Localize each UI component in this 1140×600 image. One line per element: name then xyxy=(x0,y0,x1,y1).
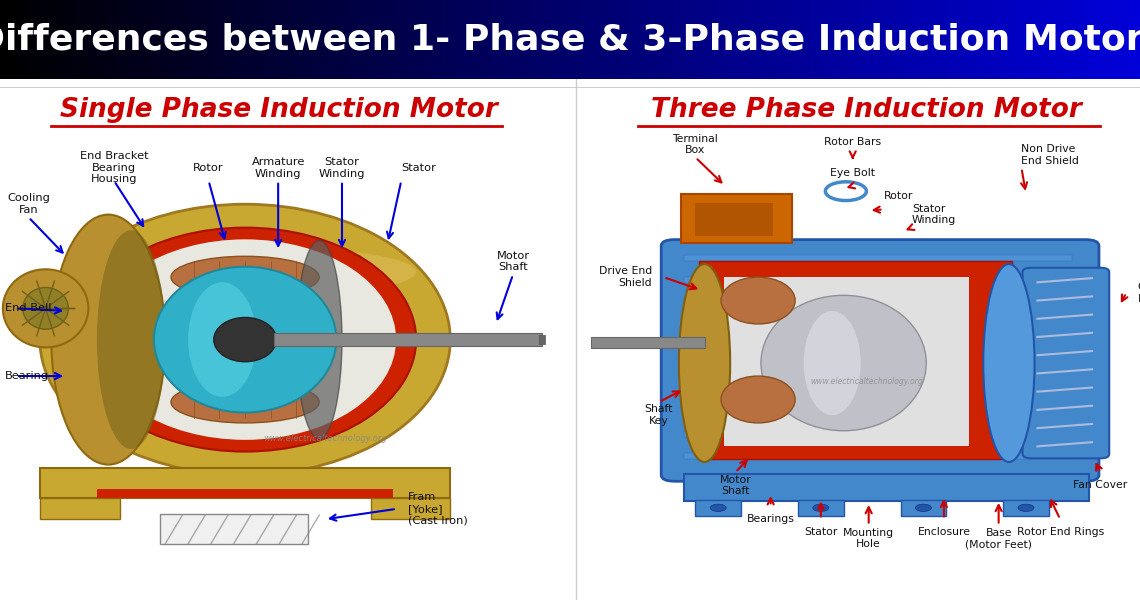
FancyBboxPatch shape xyxy=(160,514,308,544)
FancyBboxPatch shape xyxy=(661,239,1099,481)
FancyBboxPatch shape xyxy=(901,500,946,515)
FancyBboxPatch shape xyxy=(684,409,1072,415)
Ellipse shape xyxy=(93,239,397,440)
Text: Fram
[Yoke]
(Cast Iron): Fram [Yoke] (Cast Iron) xyxy=(408,492,467,526)
Text: Shaft
Key: Shaft Key xyxy=(645,404,673,426)
Text: Stator: Stator xyxy=(401,163,437,173)
FancyBboxPatch shape xyxy=(684,387,1072,394)
Text: Stator
Winding: Stator Winding xyxy=(319,157,365,179)
FancyBboxPatch shape xyxy=(684,255,1072,262)
Text: Rotor End Rings: Rotor End Rings xyxy=(1017,527,1104,537)
Ellipse shape xyxy=(97,230,165,449)
Text: Motor
Shaft: Motor Shaft xyxy=(496,251,530,272)
Ellipse shape xyxy=(154,266,336,413)
Text: Bearing: Bearing xyxy=(5,371,49,381)
Ellipse shape xyxy=(171,256,319,298)
Text: Bearings: Bearings xyxy=(747,514,795,524)
FancyBboxPatch shape xyxy=(684,431,1072,437)
FancyBboxPatch shape xyxy=(684,299,1072,305)
Circle shape xyxy=(915,504,931,511)
Ellipse shape xyxy=(983,264,1035,462)
Text: Single Phase Induction Motor: Single Phase Induction Motor xyxy=(60,97,498,124)
Text: Mounting
Hole: Mounting Hole xyxy=(844,528,894,550)
FancyBboxPatch shape xyxy=(274,333,542,346)
Ellipse shape xyxy=(296,241,342,439)
Ellipse shape xyxy=(679,264,730,462)
Text: Eye Bolt: Eye Bolt xyxy=(830,168,876,178)
FancyBboxPatch shape xyxy=(370,499,450,519)
FancyBboxPatch shape xyxy=(1023,268,1109,458)
Ellipse shape xyxy=(74,227,416,452)
Text: End Bracket
Bearing
Housing: End Bracket Bearing Housing xyxy=(80,151,148,184)
FancyBboxPatch shape xyxy=(40,468,450,499)
FancyBboxPatch shape xyxy=(684,321,1072,328)
FancyBboxPatch shape xyxy=(684,343,1072,349)
Text: Fan Cover: Fan Cover xyxy=(1073,481,1127,490)
Ellipse shape xyxy=(722,376,796,423)
Ellipse shape xyxy=(51,215,165,464)
FancyBboxPatch shape xyxy=(724,277,969,446)
Circle shape xyxy=(1018,504,1034,511)
FancyBboxPatch shape xyxy=(684,365,1072,371)
Text: Drive End
Shield: Drive End Shield xyxy=(598,266,652,288)
Ellipse shape xyxy=(171,381,319,423)
Text: End Bell: End Bell xyxy=(5,304,51,313)
Circle shape xyxy=(813,504,829,511)
FancyBboxPatch shape xyxy=(684,277,1072,283)
FancyBboxPatch shape xyxy=(681,194,792,243)
Text: Terminal
Box: Terminal Box xyxy=(673,134,718,155)
Text: Stator
Winding: Stator Winding xyxy=(912,204,956,226)
FancyBboxPatch shape xyxy=(798,500,844,515)
Text: Armature
Winding: Armature Winding xyxy=(252,157,304,179)
Text: Motor
Shaft: Motor Shaft xyxy=(719,475,751,496)
Circle shape xyxy=(710,504,726,511)
FancyBboxPatch shape xyxy=(591,337,705,349)
Ellipse shape xyxy=(804,311,861,415)
FancyBboxPatch shape xyxy=(40,499,120,519)
Ellipse shape xyxy=(74,246,416,298)
FancyBboxPatch shape xyxy=(695,500,741,515)
Ellipse shape xyxy=(762,295,926,431)
FancyBboxPatch shape xyxy=(1003,500,1049,515)
Text: Stator: Stator xyxy=(804,527,838,537)
Ellipse shape xyxy=(23,287,68,329)
FancyBboxPatch shape xyxy=(699,262,1012,460)
Text: Cooling
Fan: Cooling Fan xyxy=(1138,282,1140,304)
Text: Three Phase Induction Motor: Three Phase Induction Motor xyxy=(651,97,1082,124)
Text: Rotor: Rotor xyxy=(884,191,913,202)
Text: Rotor Bars: Rotor Bars xyxy=(824,137,881,146)
Text: www.electricaltechnology.org: www.electricaltechnology.org xyxy=(263,434,386,443)
Ellipse shape xyxy=(214,317,276,362)
FancyBboxPatch shape xyxy=(684,474,1089,501)
Text: Base
(Motor Feet): Base (Motor Feet) xyxy=(966,528,1032,550)
FancyBboxPatch shape xyxy=(97,489,393,499)
FancyBboxPatch shape xyxy=(539,335,545,344)
Text: Cooling
Fan: Cooling Fan xyxy=(7,193,50,215)
Text: Non Drive
End Shield: Non Drive End Shield xyxy=(1021,144,1080,166)
Text: www.electricaltechnology.org: www.electricaltechnology.org xyxy=(811,377,922,386)
Text: Enclosure: Enclosure xyxy=(918,527,970,537)
FancyBboxPatch shape xyxy=(695,203,773,236)
Ellipse shape xyxy=(40,204,450,475)
Ellipse shape xyxy=(722,277,796,324)
Ellipse shape xyxy=(188,283,256,397)
Text: Differences between 1- Phase & 3-Phase Induction Motors: Differences between 1- Phase & 3-Phase I… xyxy=(0,23,1140,56)
Ellipse shape xyxy=(3,269,89,347)
Text: Rotor: Rotor xyxy=(194,163,223,173)
FancyBboxPatch shape xyxy=(684,453,1072,460)
